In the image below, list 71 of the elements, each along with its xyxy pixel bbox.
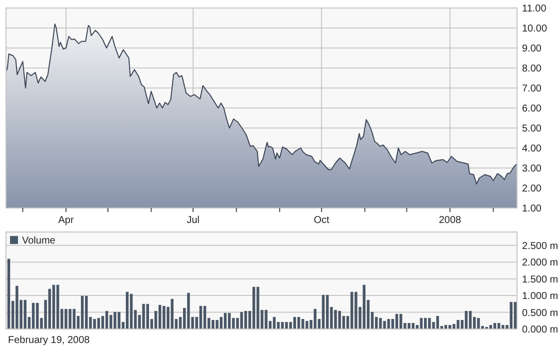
bar	[240, 312, 243, 329]
bar	[24, 300, 26, 329]
y-tick-label: 8.00	[522, 64, 542, 74]
bar	[16, 286, 18, 329]
bar	[498, 322, 500, 329]
bar	[428, 318, 431, 329]
bar	[338, 310, 341, 329]
y-tick-label: 2.00	[522, 184, 542, 194]
bar	[306, 320, 308, 329]
bar	[93, 318, 96, 329]
bar	[477, 318, 480, 329]
bar	[126, 292, 129, 329]
bar	[114, 312, 116, 329]
bar	[130, 294, 133, 329]
bar	[281, 322, 284, 329]
legend-label: Volume	[22, 236, 56, 246]
bar	[354, 292, 358, 329]
bar	[68, 308, 72, 329]
bar	[158, 304, 162, 329]
bar	[7, 258, 10, 329]
bar	[326, 294, 329, 329]
bar	[187, 292, 190, 329]
bar	[110, 314, 112, 329]
bar	[64, 308, 68, 329]
bar	[383, 320, 386, 329]
y-tick-label: 10.00	[522, 24, 548, 34]
y-tick-label: 0.000 m	[522, 324, 558, 336]
x-tick-label: Apr	[58, 215, 74, 226]
bar	[456, 320, 460, 329]
bar	[162, 306, 166, 329]
y-tick-label: 1.500 m	[522, 274, 558, 286]
y-tick-label: 7.00	[522, 84, 542, 94]
x-tick-label: Oct	[314, 215, 330, 226]
bar	[314, 308, 316, 329]
x-tick-label: Jul	[186, 215, 200, 226]
bar	[56, 284, 60, 329]
y-tick-label: 0.500 m	[522, 308, 558, 319]
bar	[252, 286, 256, 329]
bar	[452, 324, 456, 329]
y-tick-label: 11.00	[522, 4, 547, 14]
y-tick-label: 4.00	[522, 144, 542, 154]
bar	[362, 284, 366, 329]
y-tick-label: 2.000 m	[522, 258, 558, 269]
bar	[379, 318, 382, 329]
bar	[216, 320, 218, 329]
bar	[502, 324, 504, 329]
bar	[212, 320, 214, 329]
bar	[412, 322, 414, 329]
bar	[387, 318, 390, 329]
bar	[408, 322, 410, 329]
y-tick-label: 5.00	[522, 124, 542, 134]
bar	[322, 294, 325, 329]
y-tick-label: 9.00	[522, 44, 542, 54]
bar	[80, 296, 84, 329]
y-tick-label: 2.500 m	[522, 240, 558, 252]
bar	[118, 312, 120, 329]
bar	[264, 310, 268, 329]
y-tick-label: 3.00	[522, 164, 542, 174]
y-tick-label: 6.00	[522, 104, 542, 114]
x-tick-label: 2008	[438, 215, 462, 226]
bar	[48, 288, 51, 329]
y-tick-label: 1.00	[522, 204, 542, 214]
text: February 19, 2008	[8, 335, 90, 346]
y-tick-label: 1.000 m	[522, 291, 558, 302]
bar	[142, 304, 145, 329]
bar	[85, 296, 88, 329]
bar	[256, 286, 260, 329]
bar	[52, 284, 56, 329]
bar	[334, 310, 337, 329]
bar	[285, 322, 288, 329]
bar	[350, 292, 354, 329]
